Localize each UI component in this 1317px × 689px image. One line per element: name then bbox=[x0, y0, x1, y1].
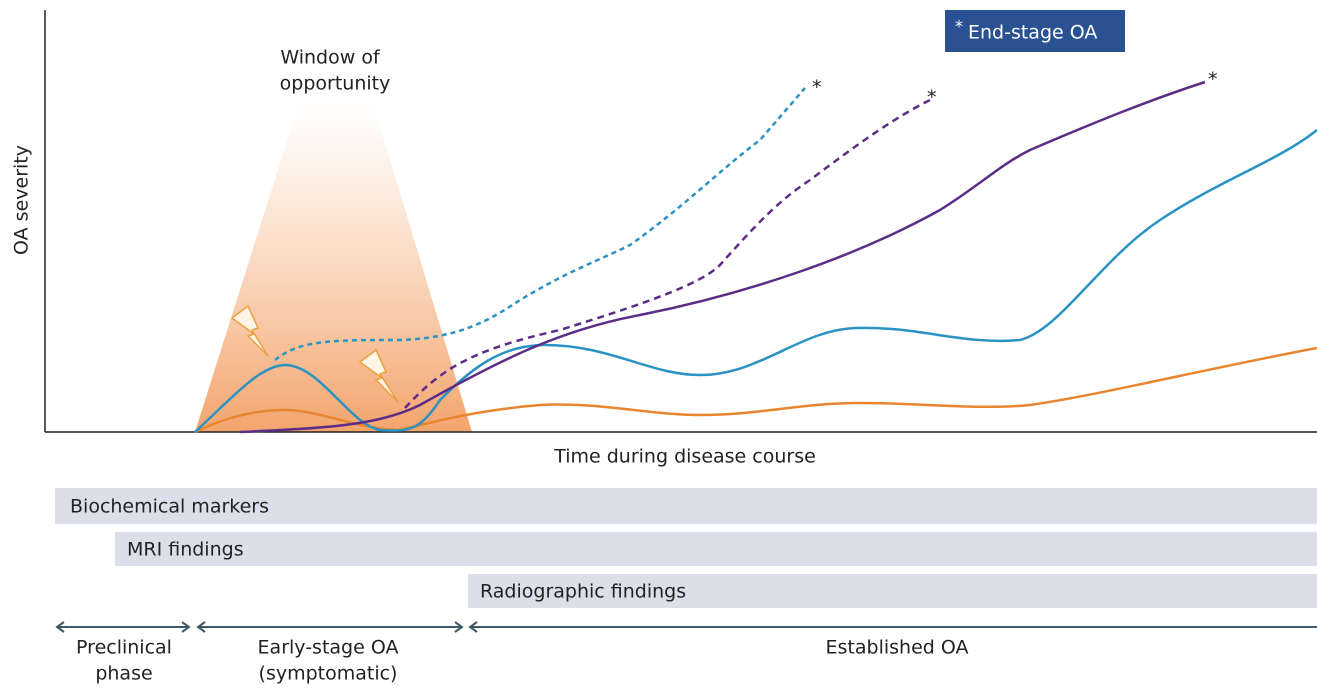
lightning-icon bbox=[358, 348, 399, 403]
phase-arrow bbox=[55, 621, 191, 633]
phase-label: phase bbox=[95, 663, 152, 685]
phase-label: Preclinical bbox=[76, 637, 172, 659]
phase-label: Early-stage OA bbox=[258, 637, 399, 659]
legend-box bbox=[945, 10, 1125, 52]
phase-arrow bbox=[196, 621, 464, 633]
legend-marker: * bbox=[955, 17, 963, 36]
purple-curve bbox=[239, 80, 1206, 434]
phase-arrows bbox=[55, 621, 1317, 633]
curves bbox=[194, 80, 1317, 434]
finding-bar bbox=[115, 532, 1317, 566]
lightning-icon bbox=[230, 304, 269, 357]
orange-curve bbox=[194, 346, 1317, 434]
x-axis-label: Time during disease course bbox=[553, 446, 816, 468]
phase-label: (symptomatic) bbox=[259, 663, 398, 685]
blue-curve bbox=[194, 129, 1317, 433]
end-marker: * bbox=[927, 87, 937, 109]
finding-label: MRI findings bbox=[127, 539, 244, 561]
y-axis-label: OA severity bbox=[11, 145, 33, 255]
finding-bar bbox=[468, 574, 1317, 608]
finding-label: Biochemical markers bbox=[70, 496, 269, 518]
end-marker: * bbox=[1208, 69, 1218, 91]
finding-label: Radiographic findings bbox=[480, 581, 686, 603]
phase-label: Established OA bbox=[826, 637, 969, 659]
blue-dotted-curve bbox=[274, 87, 806, 361]
purple-dashed-curve bbox=[404, 98, 931, 409]
end-marker: * bbox=[812, 77, 822, 99]
phase-arrow bbox=[468, 621, 1317, 633]
finding-bar bbox=[55, 488, 1317, 524]
legend-label: End-stage OA bbox=[968, 22, 1097, 44]
window-label: opportunity bbox=[280, 73, 391, 95]
window-label: Window of bbox=[280, 47, 381, 69]
